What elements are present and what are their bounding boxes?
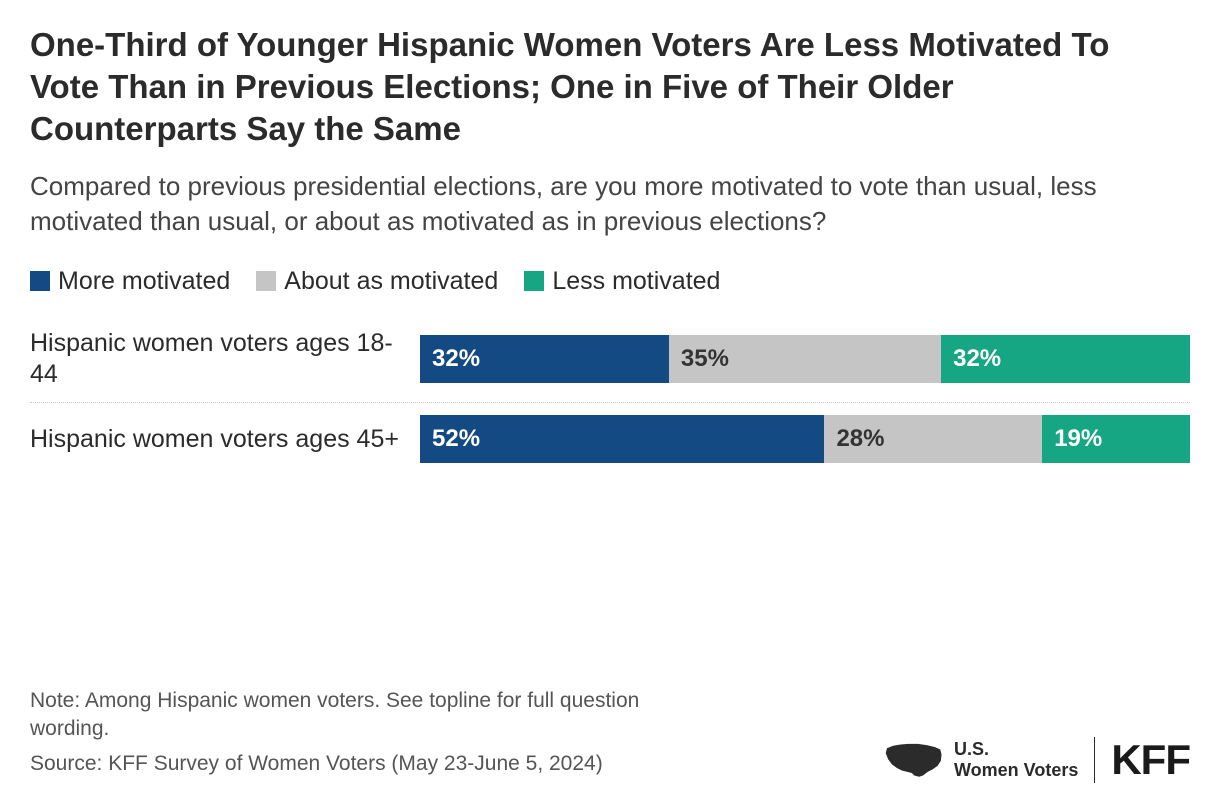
row-label: Hispanic women voters ages 45+ <box>30 424 420 455</box>
legend-label: More motivated <box>58 267 230 296</box>
stacked-bar: 52%28%19% <box>420 415 1190 463</box>
kff-logo: KFF <box>1111 736 1190 784</box>
bar-segment: 32% <box>420 335 669 383</box>
us-text: U.S. Women Voters <box>954 739 1078 780</box>
bar-segment: 35% <box>669 335 941 383</box>
note-text: Note: Among Hispanic women voters. See t… <box>30 687 670 744</box>
legend-swatch <box>256 271 276 291</box>
bar-segment: 19% <box>1042 415 1190 463</box>
stacked-bar: 32%35%32% <box>420 335 1190 383</box>
legend-label: Less motivated <box>552 267 720 296</box>
chart-subtitle: Compared to previous presidential electi… <box>30 169 1130 239</box>
legend-swatch <box>524 271 544 291</box>
us-line2: Women Voters <box>954 760 1078 781</box>
row-label: Hispanic women voters ages 18-44 <box>30 328 420 391</box>
legend-label: About as motivated <box>284 267 498 296</box>
chart-title: One-Third of Younger Hispanic Women Vote… <box>30 24 1130 151</box>
legend-item: About as motivated <box>256 267 498 296</box>
us-line1: U.S. <box>954 739 1078 760</box>
footer-right: U.S. Women Voters KFF <box>882 736 1190 784</box>
bar-segment: 28% <box>824 415 1042 463</box>
legend-item: Less motivated <box>524 267 720 296</box>
footer: Note: Among Hispanic women voters. See t… <box>30 687 1190 784</box>
table-row: Hispanic women voters ages 45+52%28%19% <box>30 403 1190 475</box>
vertical-divider <box>1094 737 1095 783</box>
us-map-icon <box>882 740 944 780</box>
legend: More motivated About as motivated Less mot… <box>30 267 1190 296</box>
footer-notes: Note: Among Hispanic women voters. See t… <box>30 687 670 778</box>
us-block: U.S. Women Voters <box>882 739 1078 780</box>
bar-segment: 32% <box>941 335 1190 383</box>
source-text: Source: KFF Survey of Women Voters (May … <box>30 750 670 778</box>
legend-item: More motivated <box>30 267 230 296</box>
bar-rows: Hispanic women voters ages 18-4432%35%32… <box>30 316 1190 476</box>
legend-swatch <box>30 271 50 291</box>
bar-segment: 52% <box>420 415 824 463</box>
table-row: Hispanic women voters ages 18-4432%35%32… <box>30 316 1190 404</box>
